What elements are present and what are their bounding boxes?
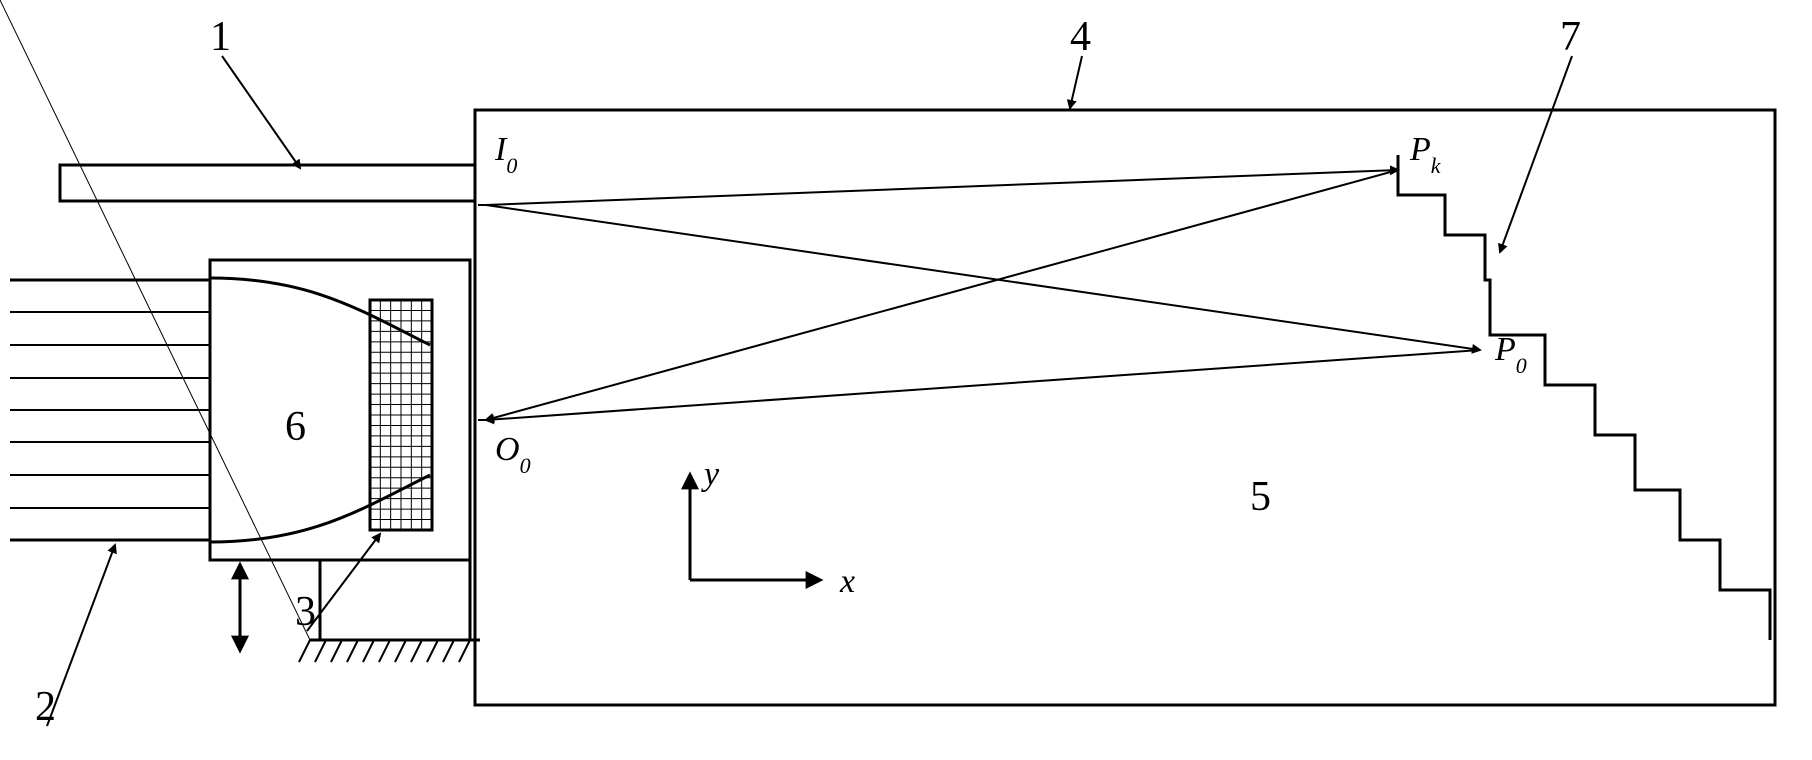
point-label-Pk: Pk <box>1409 131 1442 178</box>
fiber-array <box>10 280 210 540</box>
top-waveguide <box>60 165 475 201</box>
callout-1: 1 <box>210 14 231 60</box>
axis-label-y: y <box>701 456 720 493</box>
ray-line <box>486 205 1480 350</box>
axis-label-x: x <box>839 563 855 600</box>
callout-arrow-2 <box>47 545 115 726</box>
grating <box>370 300 432 530</box>
axes: xy <box>690 456 855 600</box>
support-block <box>320 560 470 640</box>
ray-line <box>486 350 1480 420</box>
callout-arrow-7 <box>1500 56 1572 252</box>
point-label-P0: P0 <box>1494 331 1527 378</box>
callout-arrow-1 <box>222 56 300 168</box>
echelle-staircase <box>1398 155 1770 640</box>
callout-arrow-3 <box>307 534 380 631</box>
callout-arrow-4 <box>1070 56 1082 108</box>
callout-6: 6 <box>285 404 306 450</box>
callout-3: 3 <box>295 589 316 635</box>
point-label-O0: O0 <box>495 431 531 478</box>
point-label-I0: I0 <box>494 131 517 178</box>
callout-5: 5 <box>1250 474 1271 520</box>
callout-2: 2 <box>35 684 56 730</box>
ray-line <box>486 170 1398 420</box>
ray-line <box>486 170 1398 205</box>
callout-7: 7 <box>1560 14 1581 60</box>
callout-4: 4 <box>1070 14 1091 60</box>
